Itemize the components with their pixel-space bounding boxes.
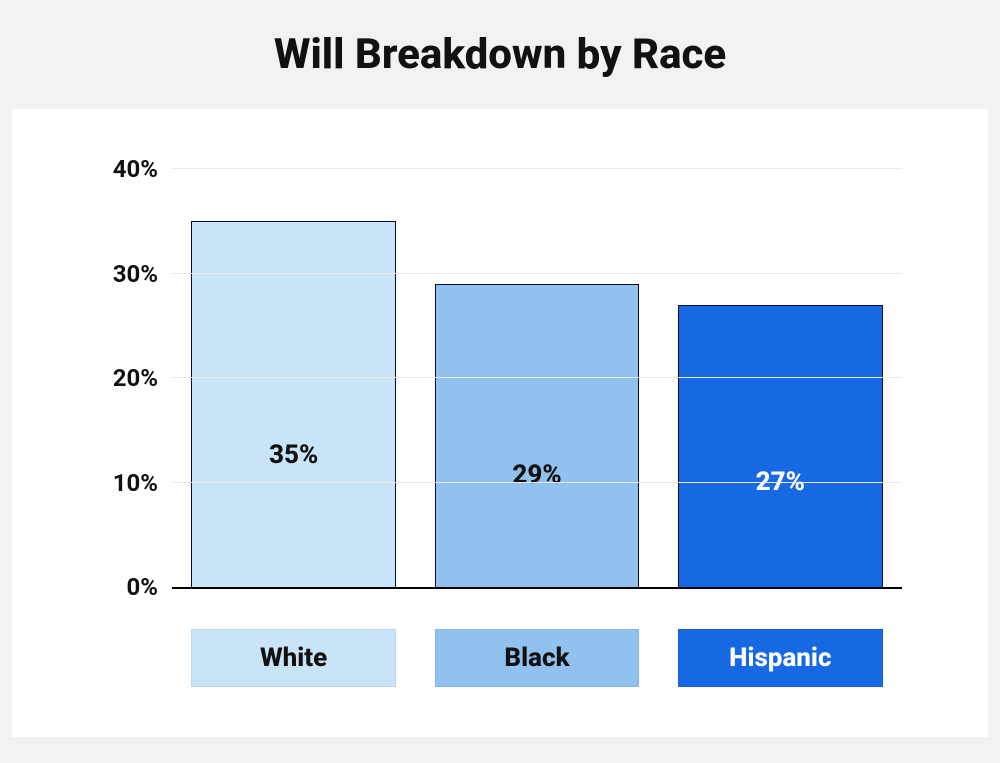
bar-value-label: 35%	[269, 440, 318, 470]
bars-layer: 35% 29% 27%	[172, 169, 902, 587]
bar-black: 29%	[435, 284, 639, 587]
bar-white: 35%	[191, 221, 395, 587]
gridline	[172, 168, 902, 169]
legend-white: White	[191, 629, 395, 687]
legend-row: White Black Hispanic	[172, 629, 902, 687]
ytick-label: 40%	[113, 155, 158, 183]
ytick-label: 30%	[113, 260, 158, 288]
bar-hispanic: 27%	[678, 305, 882, 587]
chart-panel: 35% 29% 27% 0% 10% 20% 30% 40% White Black Hispa…	[12, 109, 988, 737]
chart-title: Will Breakdown by Race	[0, 30, 1000, 79]
chart-container: Will Breakdown by Race 35% 29% 27% 0% 10% 20…	[0, 0, 1000, 763]
gridline	[172, 482, 902, 483]
legend-hispanic: Hispanic	[678, 629, 882, 687]
bar-value-label: 29%	[512, 460, 561, 490]
gridline	[172, 377, 902, 378]
ytick-label: 0%	[126, 573, 158, 601]
ytick-label: 10%	[113, 469, 158, 497]
plot-area: 35%29%27% 0%10%20%30%40%	[172, 169, 902, 589]
legend-black: Black	[435, 629, 639, 687]
gridline	[172, 273, 902, 274]
ytick-label: 20%	[113, 364, 158, 392]
